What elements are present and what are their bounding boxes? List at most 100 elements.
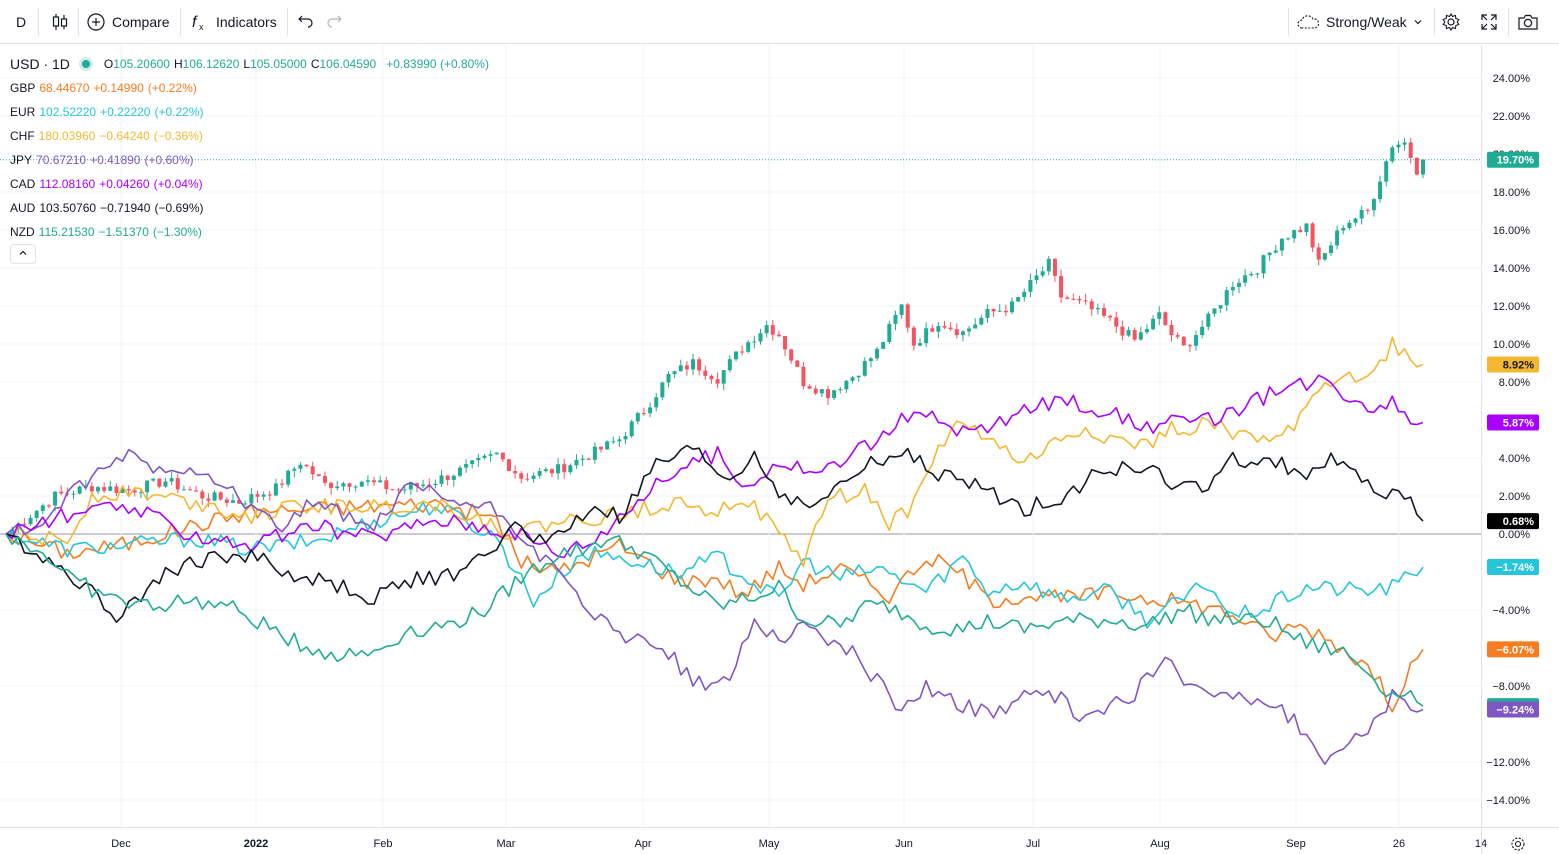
market-status-dot [81, 60, 90, 68]
candle-body [875, 348, 880, 359]
redo-button[interactable] [324, 0, 344, 44]
series-line-cad[interactable] [5, 374, 1424, 559]
candle-body [1298, 230, 1303, 233]
compare-label: Compare [112, 14, 170, 30]
legend-collapse-button[interactable] [10, 244, 36, 264]
candle-body [556, 464, 561, 474]
series-line-nzd[interactable] [5, 533, 1424, 707]
candle-body [138, 492, 143, 494]
x-tick-label: May [759, 838, 780, 850]
legend-item-nzd[interactable]: NZD 115.21530 −1.51370 (−1.30%) [10, 220, 489, 244]
candle-body [746, 342, 751, 352]
price-label-bg [1487, 151, 1539, 168]
candle-body [359, 481, 364, 487]
compare-button[interactable]: Compare [86, 0, 170, 44]
chart-type-button[interactable] [48, 0, 72, 44]
price-label: 5.87% [1487, 414, 1539, 431]
candle-body [844, 380, 849, 390]
legend-item-aud[interactable]: AUD 103.50760 −0.71940 (−0.69%) [10, 196, 489, 220]
candle-body [1292, 230, 1297, 239]
strong-weak-button[interactable]: Strong/Weak [1296, 0, 1423, 44]
legend-item-jpy[interactable]: JPY 70.67210 +0.41890 (+0.60%) [10, 148, 489, 172]
settings-button[interactable] [1440, 0, 1462, 44]
candle-body [163, 481, 168, 487]
candle-body [592, 446, 597, 460]
plus-circle-icon [86, 12, 106, 32]
strong-weak-label: Strong/Weak [1326, 14, 1407, 30]
y-tick-label: 0.00% [1499, 529, 1530, 541]
candle-body [795, 360, 800, 367]
candle-body [298, 464, 303, 469]
candle-body [329, 482, 334, 489]
candle-body [758, 333, 763, 342]
legend-item-eur[interactable]: EUR 102.52220 +0.22220 (+0.22%) [10, 100, 489, 124]
legend-symbol: CHF [10, 129, 35, 143]
candle-body [1181, 336, 1186, 346]
candle-body [924, 328, 929, 344]
price-label: 19.70% [1487, 151, 1539, 168]
candle-body [991, 308, 996, 312]
candle-body [188, 489, 193, 491]
candle-body [697, 359, 702, 371]
candle-body [1304, 223, 1309, 233]
y-tick-label: 8.00% [1499, 377, 1530, 389]
candle-body [500, 452, 505, 460]
legend-symbol: GBP [10, 81, 36, 95]
legend-percent: (+0.60%) [144, 153, 194, 167]
candle-body [623, 436, 628, 440]
ohlc-h: H106.12620 [174, 57, 239, 71]
price-label-text: −6.07% [1496, 644, 1534, 656]
legend-item-gbp[interactable]: GBP 68.44670 +0.14990 (+0.22%) [10, 76, 489, 100]
legend-change: +0.14990 [93, 81, 144, 95]
legend-item-chf[interactable]: CHF 180.03960 −0.64240 (−0.36%) [10, 124, 489, 148]
candle-body [703, 370, 708, 376]
candle-body [979, 317, 984, 325]
candle-body [1126, 330, 1131, 336]
x-tick-label: Mar [497, 838, 516, 850]
interval-button[interactable]: D [10, 0, 32, 44]
candlestick-icon [50, 12, 70, 32]
chevron-down-icon [1413, 17, 1423, 27]
axis-settings-icon[interactable] [1511, 837, 1525, 851]
candle-body [599, 446, 604, 450]
chevron-up-icon [18, 245, 28, 263]
candle-body [1359, 209, 1364, 219]
undo-button[interactable] [296, 0, 316, 44]
candle-body [1138, 332, 1143, 340]
grid-lines [0, 45, 1481, 827]
chart-canvas[interactable]: 24.00%22.00%20.00%18.00%16.00%14.00%12.0… [0, 45, 1559, 854]
candle-body [1071, 298, 1076, 300]
candle-body [1335, 230, 1340, 246]
fullscreen-button[interactable] [1478, 0, 1500, 44]
legend-item-cad[interactable]: CAD 112.08160 +0.04260 (+0.04%) [10, 172, 489, 196]
candle-body [1200, 326, 1205, 336]
candle-body [1187, 345, 1192, 347]
series-line-gbp[interactable] [5, 498, 1424, 713]
price-label-bg [1487, 356, 1539, 373]
candle-body [273, 483, 278, 496]
candle-body [457, 467, 462, 476]
chart-area[interactable]: 24.00%22.00%20.00%18.00%16.00%14.00%12.0… [0, 45, 1559, 854]
candle-body [678, 365, 683, 372]
candle-body [114, 486, 119, 493]
legend-percent: (+0.22%) [147, 81, 197, 95]
x-tick-label: Sep [1286, 838, 1306, 850]
candle-body [1224, 290, 1229, 306]
indicators-label: Indicators [216, 14, 277, 30]
snapshot-button[interactable] [1516, 0, 1540, 44]
candle-body [740, 351, 745, 353]
main-series-legend[interactable]: USD · 1D O105.20600 H106.12620 L105.05000 C… [10, 52, 489, 76]
candle-body [568, 465, 573, 473]
candle-body [1120, 326, 1125, 336]
candle-body [77, 486, 82, 494]
cloud-icon [1296, 14, 1320, 30]
series-line-chf[interactable] [5, 336, 1424, 568]
series-line-eur[interactable] [5, 501, 1424, 629]
x-tick-label: Jun [895, 838, 913, 850]
legend-change: +0.22220 [100, 105, 151, 119]
series-line-jpy[interactable] [5, 448, 1424, 765]
candle-body [175, 478, 180, 490]
candle-body [611, 441, 616, 443]
series-line-aud[interactable] [5, 444, 1424, 623]
